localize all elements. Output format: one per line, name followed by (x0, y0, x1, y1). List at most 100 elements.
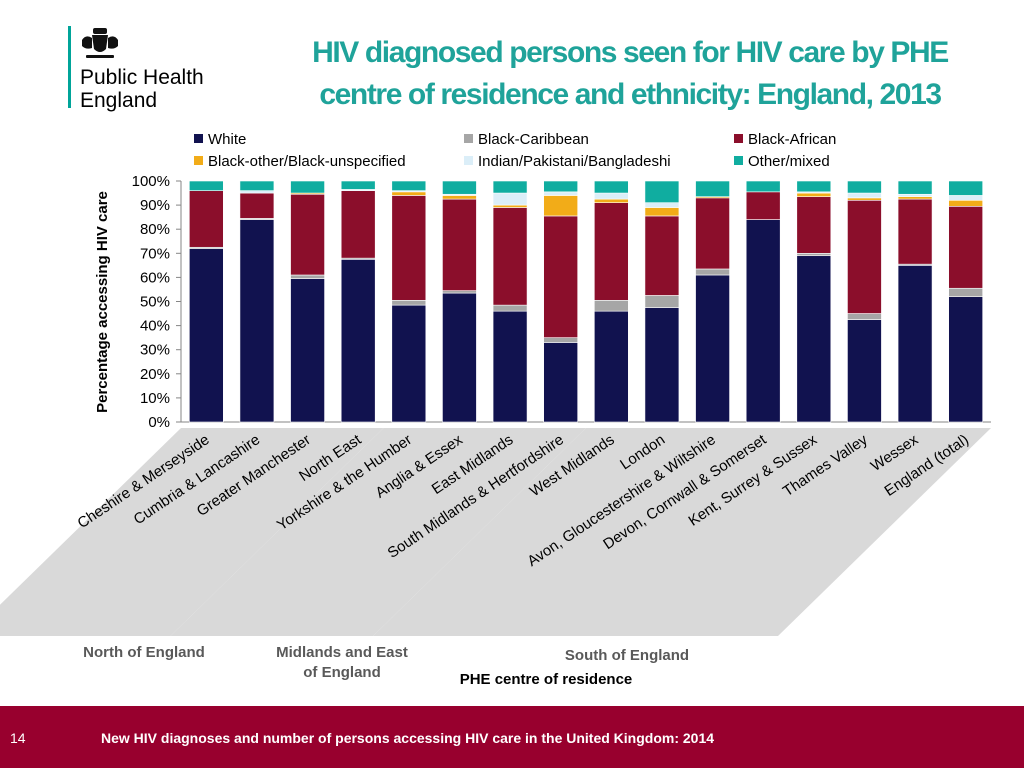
legend-item: Black-other/Black-unspecified (194, 153, 406, 170)
bar-stack (442, 180, 477, 423)
bar-segment (543, 191, 578, 196)
bar-segment (543, 337, 578, 343)
bar-segment (745, 191, 781, 220)
legend-label: Black-African (748, 131, 836, 148)
bar-segment (948, 296, 983, 423)
legend-item: Other/mixed (734, 153, 830, 170)
legend-label: Black-Caribbean (478, 131, 589, 148)
legend-swatch (464, 156, 473, 165)
bar-segment (442, 198, 477, 291)
bar-stack (745, 180, 781, 423)
royal-crest-icon (82, 28, 118, 58)
bar-segment (543, 180, 578, 193)
bar-segment (492, 207, 528, 306)
bar-segment (189, 190, 224, 248)
bar-segment (897, 265, 933, 423)
bar-segment (594, 192, 629, 200)
bar-segment (442, 290, 477, 294)
y-tick-label: 70% (140, 245, 170, 262)
bar-segment (644, 207, 680, 217)
bar-segment (847, 199, 882, 314)
bar-segment (492, 310, 528, 423)
bar-segment (796, 180, 832, 193)
bar-segment (847, 180, 882, 194)
stacked-bar-chart: White Black-Caribbean Black-African Black-o… (0, 131, 991, 688)
bar-segment (695, 268, 730, 276)
bar-segment (239, 219, 275, 423)
y-tick-label: 50% (140, 294, 170, 311)
bar-segment (492, 304, 528, 312)
title-line-2: centre of residence and ethnicity: Engla… (319, 78, 942, 111)
bar-segment (948, 195, 983, 201)
bar-segment (594, 202, 629, 301)
bar-segment (695, 197, 730, 270)
bar-segment (796, 196, 832, 254)
y-tick-label: 20% (140, 366, 170, 383)
bar-segment (391, 180, 427, 191)
y-tick-label: 80% (140, 221, 170, 238)
y-tick-label: 100% (132, 173, 170, 190)
bar-stack (594, 180, 629, 423)
bar-segment (290, 278, 325, 423)
bar-stack (340, 180, 376, 423)
bar-segment (442, 292, 477, 423)
bar-segment (492, 204, 528, 208)
bar-segment (594, 310, 629, 423)
bar-segment (745, 180, 781, 193)
bar-segment (644, 295, 680, 308)
logo-line-1: Public Health (80, 66, 204, 89)
y-tick-label: 60% (140, 269, 170, 286)
phe-logo: Public Health England (68, 26, 228, 116)
legend-swatch (464, 134, 473, 143)
bar-segment (239, 190, 275, 194)
bar-stack (897, 180, 933, 423)
bar-segment (340, 190, 376, 259)
footer-text: New HIV diagnoses and number of persons … (101, 730, 715, 746)
bar-segment (897, 196, 933, 200)
bar-stack (189, 180, 224, 423)
y-tick-label: 90% (140, 197, 170, 214)
bar-segment (239, 180, 275, 191)
legend-item: Black-Caribbean (464, 131, 589, 148)
bar-segment (594, 198, 629, 203)
bar-segment (796, 253, 832, 257)
y-tick-label: 40% (140, 318, 170, 335)
bar-stack (239, 180, 275, 423)
bar-segment (594, 180, 629, 194)
bar-stack (543, 180, 578, 423)
bar-segment (189, 180, 224, 191)
bar-segment (290, 193, 325, 276)
y-tick-label: 30% (140, 342, 170, 359)
bar-segment (492, 192, 528, 206)
bar-segment (644, 307, 680, 423)
bar-segment (391, 195, 427, 301)
logo-accent-bar (68, 26, 71, 108)
bar-segment (442, 180, 477, 195)
bar-segment (948, 206, 983, 289)
bar-segment (948, 199, 983, 207)
bar-segment (897, 180, 933, 195)
legend-item: Indian/Pakistani/Bangladeshi (464, 153, 671, 170)
bar-segment (543, 215, 578, 338)
bar-segment (543, 342, 578, 423)
bar-segment (847, 192, 882, 199)
footer-bar: 14 New HIV diagnoses and number of perso… (0, 706, 1024, 768)
bar-segment (847, 313, 882, 320)
legend-label: Indian/Pakistani/Bangladeshi (478, 153, 671, 170)
bar-stack (695, 180, 730, 423)
y-tick-label: 10% (140, 390, 170, 407)
legend-item: White (194, 131, 246, 148)
bar-segment (442, 195, 477, 200)
bar-segment (644, 202, 680, 208)
region-label: Midlands and East of England (276, 644, 408, 681)
bar-stack (391, 180, 427, 423)
bar-segment (745, 219, 781, 423)
bar-segment (340, 259, 376, 423)
bar-stack (644, 180, 680, 423)
legend-label: Other/mixed (748, 153, 830, 170)
slide-title: HIV diagnosed persons seen for HIV care … (250, 32, 1010, 116)
bar-stack (847, 180, 882, 423)
legend-item: Black-African (734, 131, 836, 148)
title-line-1: HIV diagnosed persons seen for HIV care … (312, 36, 949, 69)
legend-label: Black-other/Black-unspecified (208, 153, 406, 170)
